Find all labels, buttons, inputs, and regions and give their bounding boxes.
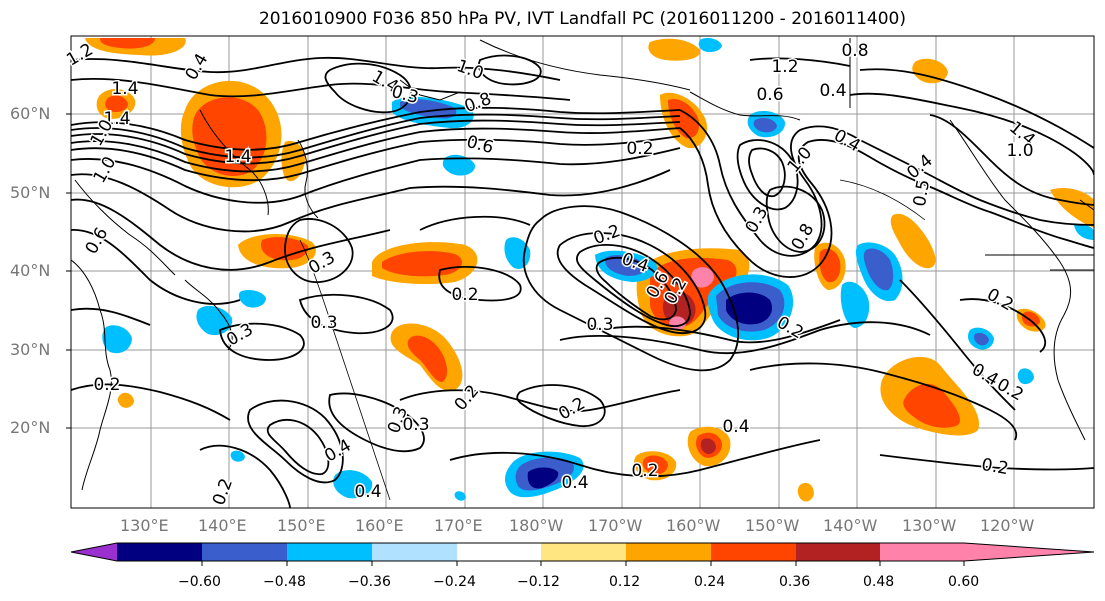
colorbar-tick-label: 0.60 (948, 574, 980, 590)
contour-label: 1.4 (111, 79, 138, 99)
colorbar-tick-label: −0.48 (263, 574, 306, 590)
lat-label: 40°N (10, 261, 51, 280)
colorbar-tick-label: −0.60 (178, 574, 221, 590)
lon-label: 170°W (588, 516, 643, 535)
contour-label: 1.0 (1006, 141, 1033, 161)
colorbar-tick-label: −0.24 (433, 574, 476, 590)
lon-label: 150°W (745, 516, 800, 535)
colorbar-tick-label: −0.36 (348, 574, 391, 590)
colorbar (70, 542, 1095, 566)
colorbar-tick-label: 0.12 (609, 574, 641, 590)
thin-contours (299, 179, 926, 501)
lat-label: 30°N (10, 340, 51, 359)
contour-label: 0.6 (756, 85, 783, 105)
colorbar-bin (457, 543, 541, 561)
map-frame (70, 35, 1095, 509)
contour-label: 0.4 (819, 81, 846, 101)
contour-label: 0.3 (586, 315, 613, 335)
lon-label: 170°E (434, 516, 483, 535)
map-title: 2016010900 F036 850 hPa PV, IVT Landfall… (258, 9, 906, 29)
colorbar-bin (372, 543, 457, 561)
contour-label: 0.4 (354, 482, 381, 502)
colorbar-bin (711, 543, 796, 561)
contour-label: 0.4 (722, 417, 749, 437)
lat-label: 50°N (10, 183, 51, 202)
lon-label: 120°W (980, 516, 1035, 535)
contour-label: 1.2 (771, 57, 798, 77)
lon-label: 140°W (823, 516, 878, 535)
contour-label: 0.3 (402, 415, 429, 435)
contour-label: 0.2 (451, 285, 478, 305)
ivt-contours (71, 54, 1094, 508)
contour-label: 0.4 (561, 473, 588, 493)
colorbar-extend-high (964, 543, 1094, 561)
colorbar-bin (117, 543, 202, 561)
colorbar-bin (796, 543, 880, 561)
lon-label: 180°W (509, 516, 564, 535)
lat-label: 60°N (10, 104, 51, 123)
contour-labels: 1.21.41.41.40.41.01.00.60.21.4 1.00.3 0.80… (62, 38, 1040, 510)
colorbar-bin (202, 543, 287, 561)
contour-label: 0.2 (631, 461, 658, 481)
axis-ticks (66, 113, 71, 429)
colorbar-bin (541, 543, 626, 561)
contour-label: 0.2 (626, 139, 653, 159)
lon-label: 150°E (277, 516, 326, 535)
lat-label: 20°N (10, 418, 51, 437)
colorbar-tick-label: −0.12 (517, 574, 560, 590)
colorbar-tick-label: 0.48 (863, 574, 895, 590)
contour-label: 1.4 (224, 147, 251, 167)
colorbar-bin (626, 543, 711, 561)
colorbar-tick-label: 0.36 (779, 574, 811, 590)
contour-label: 0.2 (980, 455, 1010, 479)
colorbar-bin (287, 543, 372, 561)
colorbar-bin (880, 543, 964, 561)
contour-label: 0.3 (310, 313, 337, 333)
colorbar-extend-low (71, 543, 117, 561)
contour-label: 0.8 (841, 41, 868, 61)
contour-label: 0.2 (93, 375, 120, 395)
pv-filled-anomalies (85, 38, 1094, 502)
lon-label: 140°E (198, 516, 247, 535)
lon-label: 160°W (666, 516, 721, 535)
contour-label: 1.4 (103, 109, 130, 129)
colorbar-tick-label: 0.24 (694, 574, 726, 590)
lon-label: 160°E (355, 516, 404, 535)
lon-label: 130°W (902, 516, 957, 535)
lon-label: 130°E (120, 516, 169, 535)
